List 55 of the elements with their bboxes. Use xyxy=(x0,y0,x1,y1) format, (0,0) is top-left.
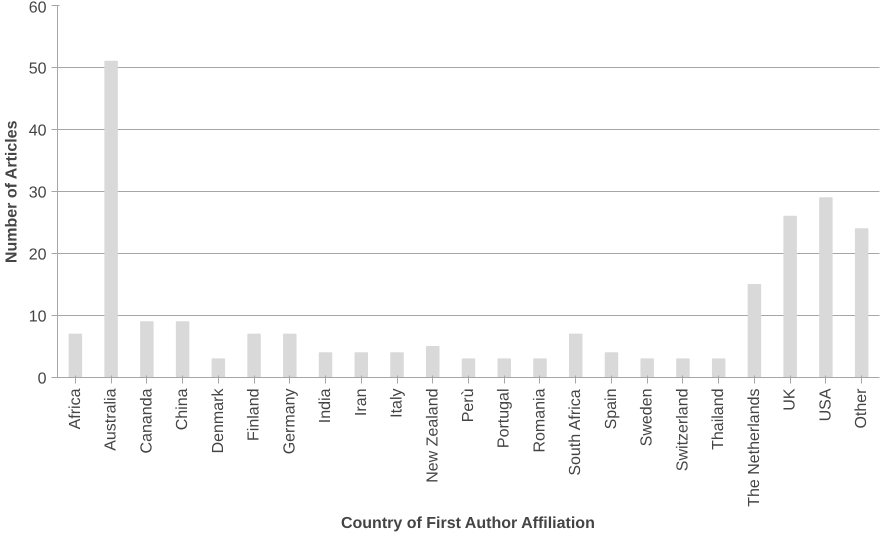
x-tick-label: Spain xyxy=(602,388,620,430)
y-tick-label: 10 xyxy=(28,308,47,326)
y-axis-title: Number of Articles xyxy=(4,120,21,264)
x-tick-label: Denmark xyxy=(210,388,227,454)
y-tick-label: 20 xyxy=(28,246,47,264)
x-tick-label: China xyxy=(174,388,192,430)
y-tick-label: 60 xyxy=(28,0,47,16)
x-tick-label: Cananda xyxy=(138,388,156,454)
bar xyxy=(318,352,332,378)
bar xyxy=(283,334,297,378)
bar xyxy=(212,358,226,378)
x-tick-label: Iran xyxy=(352,388,370,416)
bar xyxy=(783,216,797,378)
bar xyxy=(426,346,440,378)
x-tick-label: Africa xyxy=(66,388,84,430)
x-tick-label: Portugal xyxy=(496,388,513,448)
x-tick-label: Perù xyxy=(460,388,477,422)
bar xyxy=(819,197,833,378)
bar xyxy=(462,358,476,378)
bar xyxy=(247,334,261,378)
y-tick-label: 30 xyxy=(28,184,47,202)
y-tick-label: 50 xyxy=(28,60,47,78)
x-tick-label: Finland xyxy=(246,388,263,441)
x-tick-label: UK xyxy=(782,388,799,411)
bar xyxy=(533,358,547,378)
x-tick-label: Romania xyxy=(531,388,548,453)
bar xyxy=(854,228,868,378)
x-tick-label: India xyxy=(317,388,334,424)
x-tick-label: USA xyxy=(817,388,834,422)
x-tick-label: Italy xyxy=(388,388,406,418)
x-tick-label: Thailand xyxy=(710,388,728,450)
bar xyxy=(140,321,154,378)
bar xyxy=(676,358,690,378)
bar xyxy=(748,284,762,378)
y-tick-label: 0 xyxy=(38,370,47,388)
bar xyxy=(390,352,404,378)
x-tick-label: New Zealand xyxy=(424,388,442,483)
bar xyxy=(176,321,190,378)
bar xyxy=(604,352,618,378)
x-tick-label: Germany xyxy=(281,388,298,454)
bar xyxy=(497,358,511,378)
x-tick-label: Sweden xyxy=(638,388,656,446)
y-tick-label: 40 xyxy=(28,122,47,140)
x-tick-label: Switzerland xyxy=(674,388,692,472)
bar xyxy=(354,352,368,378)
bar xyxy=(68,334,82,378)
x-tick-label: Australia xyxy=(102,388,120,451)
bar xyxy=(712,358,726,378)
x-tick-label: Other xyxy=(853,388,870,429)
x-axis-title: Country of First Author Affiliation xyxy=(340,514,595,532)
bar xyxy=(640,358,654,378)
x-tick-label: South Africa xyxy=(567,389,584,476)
x-tick-label: The Netherlands xyxy=(746,388,763,507)
bar xyxy=(568,334,582,378)
bar xyxy=(104,60,118,378)
